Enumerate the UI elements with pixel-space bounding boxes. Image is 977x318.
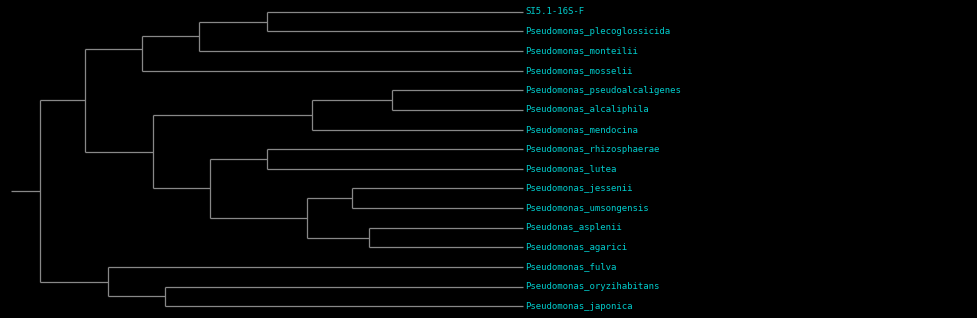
Text: Pseudomonas_pseudoalcaligenes: Pseudomonas_pseudoalcaligenes [526, 86, 681, 95]
Text: Pseudomonas_japonica: Pseudomonas_japonica [526, 302, 633, 311]
Text: Pseudomonas_lutea: Pseudomonas_lutea [526, 164, 616, 173]
Text: Pseudomonas_mosselii: Pseudomonas_mosselii [526, 66, 633, 75]
Text: Pseudomonas_alcaliphila: Pseudomonas_alcaliphila [526, 106, 649, 114]
Text: Pseudomonas_plecoglossicida: Pseudomonas_plecoglossicida [526, 27, 670, 36]
Text: Pseudomonas_oryzihabitans: Pseudomonas_oryzihabitans [526, 282, 659, 291]
Text: Pseudomonas_rhizosphaerae: Pseudomonas_rhizosphaerae [526, 145, 659, 154]
Text: Pseudomonas_agarici: Pseudomonas_agarici [526, 243, 627, 252]
Text: Pseudomonas_monteilii: Pseudomonas_monteilii [526, 46, 638, 56]
Text: Pseudomonas_umsongensis: Pseudomonas_umsongensis [526, 204, 649, 212]
Text: Pseudomonas_mendocina: Pseudomonas_mendocina [526, 125, 638, 134]
Text: SI5.1-16S-F: SI5.1-16S-F [526, 7, 584, 16]
Text: Pseudomonas_fulva: Pseudomonas_fulva [526, 262, 616, 272]
Text: Pseudonas_asplenii: Pseudonas_asplenii [526, 223, 622, 232]
Text: Pseudomonas_jessenii: Pseudomonas_jessenii [526, 184, 633, 193]
